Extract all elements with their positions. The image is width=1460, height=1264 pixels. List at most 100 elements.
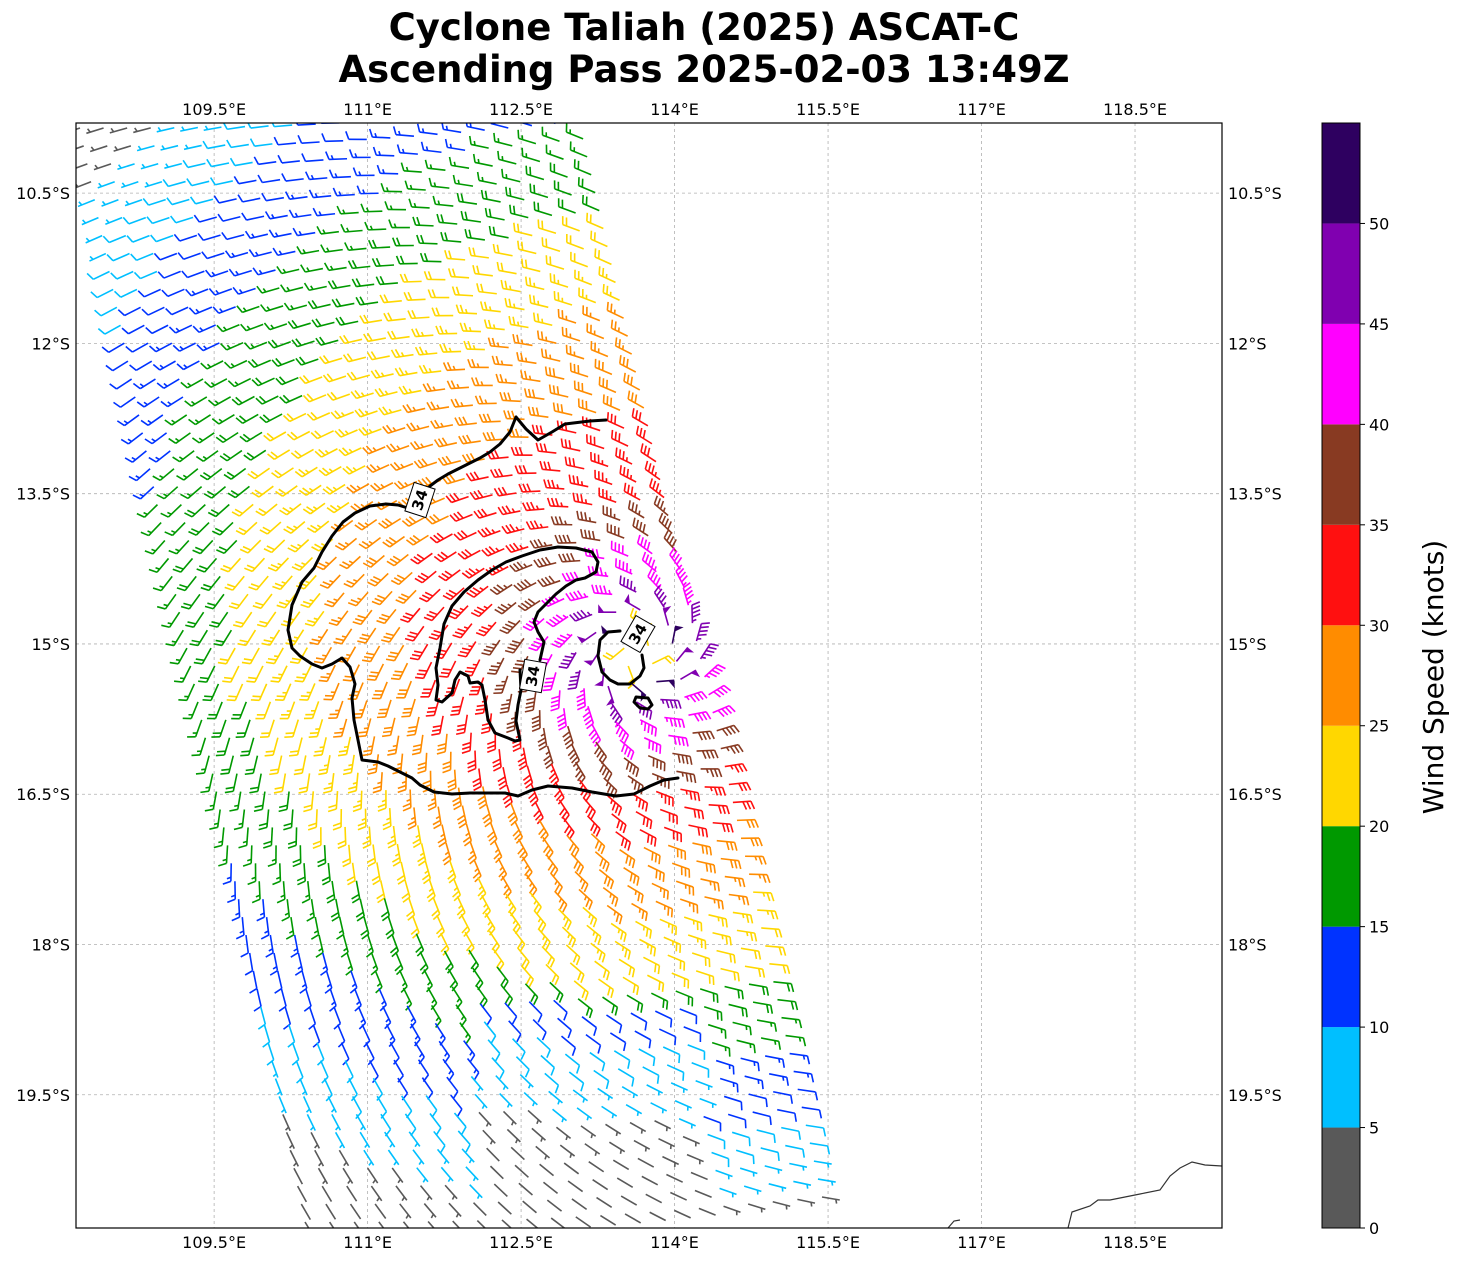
wind-barb [584, 1143, 601, 1157]
wind-barb [447, 268, 470, 279]
wind-barb [208, 287, 233, 296]
wind-barb [211, 521, 234, 536]
wind-barb [683, 916, 703, 932]
wind-barb [649, 478, 665, 499]
wind-barb [313, 737, 327, 757]
wind-barb [529, 892, 542, 915]
wind-barb [395, 255, 418, 265]
wind-barb [307, 809, 318, 831]
wind-barb [168, 432, 191, 444]
wind-barb [253, 156, 277, 166]
wind-barb [495, 373, 517, 385]
wind-barb [213, 629, 233, 647]
wind-barb [712, 704, 736, 718]
colorbar-frame [1321, 122, 1361, 1229]
wind-barb [476, 1220, 487, 1228]
wind-barb [352, 609, 373, 626]
wind-barb [554, 534, 577, 544]
wind-barb [160, 504, 182, 518]
wind-barb [292, 845, 302, 868]
wind-barb [619, 465, 637, 483]
wind-barb [769, 1073, 790, 1086]
wind-barb [483, 1021, 497, 1044]
wind-barb [249, 970, 258, 994]
wind-barb [275, 485, 298, 497]
wind-barb [472, 265, 493, 277]
wind-barb [318, 465, 342, 477]
wind-barb [284, 719, 300, 739]
wind-barb [757, 909, 779, 920]
wind-barb [550, 516, 573, 526]
wind-barb [267, 845, 277, 868]
wind-barb [295, 356, 319, 366]
wind-barb [325, 151, 348, 161]
wind-barb [196, 342, 220, 352]
x-tick-label-top: 115.5°E [796, 100, 860, 119]
wind-barb [240, 737, 255, 757]
wind-barb [364, 221, 387, 231]
wind-barb [433, 551, 457, 563]
wind-barb [358, 536, 382, 550]
wind-barb [370, 482, 394, 492]
wind-barb [332, 187, 355, 197]
wind-barb [394, 951, 404, 976]
wind-barb [227, 881, 237, 904]
wind-barb [517, 947, 530, 970]
colorbar-segment [1322, 725, 1360, 827]
wind-barb [598, 869, 615, 890]
wind-barb [598, 604, 617, 614]
wind-barb [320, 244, 343, 253]
wind-barb [785, 1144, 806, 1158]
wind-barb [797, 1198, 816, 1207]
wind-barb [447, 860, 457, 884]
wind-barb [616, 1177, 634, 1188]
wind-barb [649, 1211, 667, 1222]
wind-barb [683, 1026, 702, 1043]
wind-barb [356, 185, 379, 195]
wind-barb [688, 710, 712, 722]
y-tick-label-right: 16.5°S [1228, 785, 1282, 804]
wind-barb [653, 585, 667, 608]
wind-barb [283, 302, 308, 311]
wind-barb [295, 1060, 304, 1084]
wind-barb [582, 906, 598, 928]
wind-barb [396, 144, 418, 155]
wind-barb [575, 1216, 592, 1228]
wind-barb [291, 556, 313, 572]
wind-barb [541, 126, 560, 143]
wind-barb [363, 1149, 375, 1166]
wind-barb [470, 377, 493, 387]
wind-barb [444, 1184, 458, 1200]
wind-barb [456, 192, 478, 205]
wind-barb [188, 521, 210, 536]
wind-barb [113, 396, 136, 408]
wind-barb [371, 257, 395, 268]
wind-barb [493, 132, 513, 147]
wind-barb [339, 555, 361, 570]
wind-barb [351, 1095, 363, 1120]
wind-barb [577, 177, 596, 194]
wind-barb [499, 619, 521, 635]
wind-barb [756, 1129, 776, 1144]
wind-barb [316, 225, 339, 235]
wind-barb [402, 403, 426, 414]
wind-barb [315, 556, 337, 571]
wind-barb [334, 1131, 346, 1149]
wind-barb [675, 646, 695, 662]
wind-barb [200, 575, 221, 592]
wind-barb [619, 739, 635, 760]
colorbar-tick-label: 40 [1369, 415, 1389, 434]
wind-barb [416, 1167, 429, 1183]
wind-barb [634, 1030, 652, 1049]
wind-barb [736, 818, 760, 829]
wind-barb [501, 168, 521, 183]
wind-barb [338, 1149, 350, 1167]
wind-barb [153, 252, 178, 261]
wind-barb [105, 360, 129, 372]
wind-barb [513, 929, 526, 952]
wind-barb [411, 734, 424, 756]
wind-barb [358, 426, 382, 437]
wind-barb [631, 902, 648, 922]
wind-barb [426, 401, 450, 411]
wind-barb [539, 1163, 555, 1177]
